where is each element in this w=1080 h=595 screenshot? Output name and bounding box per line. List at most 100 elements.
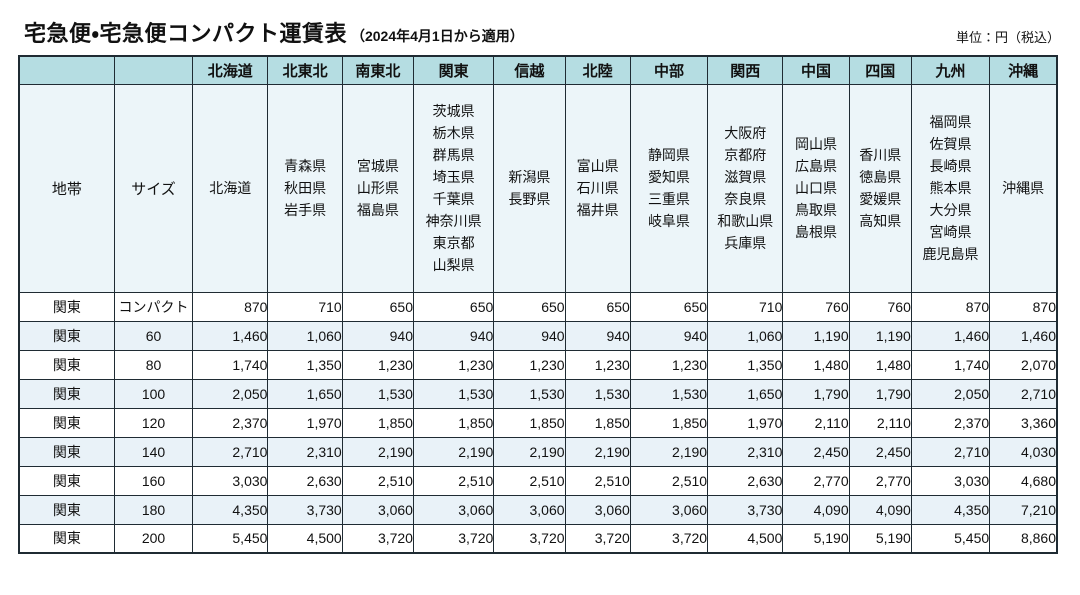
fare-cell: 1,480: [782, 349, 850, 380]
region-header: 沖縄: [989, 55, 1058, 85]
fare-cell: 870: [910, 291, 991, 322]
fare-row: 関東 140 2,710 2,310 2,190 2,190 2,190 2,190 2,190…: [18, 436, 1058, 467]
fare-cell: 1,230: [629, 349, 709, 380]
prefecture-name: 奈良県: [724, 191, 767, 207]
fare-cell: 2,630: [267, 465, 343, 496]
prefecture-list: 宮城県 山形県 福島県: [341, 83, 414, 293]
prefecture-name: 愛知県: [647, 169, 690, 185]
fare-row: 関東 100 2,050 1,650 1,530 1,530 1,530 1,530 1,530…: [18, 378, 1058, 409]
prefecture-name: 京都府: [724, 147, 767, 163]
fare-cell: 4,090: [782, 494, 850, 525]
size-cell: 160: [113, 465, 194, 496]
zone-cell: 関東: [18, 378, 115, 409]
fare-cell: 710: [267, 291, 343, 322]
prefecture-row: 地帯 サイズ 北海道 青森県 秋田県 岩手県 宮城県 山形県 福島県 茨城県 栃木県 群馬県 埼玉県…: [18, 83, 1058, 293]
zone-cell: 関東: [18, 465, 115, 496]
fare-cell: 1,530: [412, 378, 495, 409]
region-header: 関西: [707, 55, 784, 85]
region-header: 信越: [493, 55, 566, 85]
fare-cell: 2,310: [267, 436, 343, 467]
prefecture-name: 岡山県: [795, 136, 837, 152]
fare-cell: 2,370: [910, 407, 991, 438]
fare-cell: 1,740: [192, 349, 269, 380]
size-cell: コンパクト: [113, 291, 194, 322]
fare-cell: 3,060: [564, 494, 631, 525]
zone-cell: 関東: [18, 436, 115, 467]
prefecture-name: 北海道: [209, 180, 252, 196]
zone-cell: 関東: [18, 407, 115, 438]
size-cell: 60: [113, 320, 194, 351]
fare-cell: 1,350: [267, 349, 343, 380]
fare-cell: 4,350: [910, 494, 991, 525]
fare-cell: 1,480: [848, 349, 912, 380]
fare-cell: 2,450: [782, 436, 850, 467]
fare-cell: 1,650: [707, 378, 784, 409]
prefecture-name: 大阪府: [724, 125, 767, 141]
fare-cell: 2,190: [341, 436, 414, 467]
prefecture-list: 新潟県 長野県: [493, 83, 566, 293]
fare-cell: 1,530: [341, 378, 414, 409]
prefecture-list: 福岡県 佐賀県 長崎県 熊本県 大分県 宮崎県 鹿児島県: [910, 83, 991, 293]
prefecture-name: 宮城県: [356, 158, 399, 174]
fare-cell: 650: [341, 291, 414, 322]
prefecture-name: 鹿児島県: [922, 246, 979, 262]
fare-cell: 2,050: [910, 378, 991, 409]
size-cell: 180: [113, 494, 194, 525]
fare-cell: 2,510: [341, 465, 414, 496]
fare-cell: 2,070: [989, 349, 1058, 380]
prefecture-name: 山形県: [356, 180, 399, 196]
fare-cell: 1,970: [267, 407, 343, 438]
fare-cell: 3,360: [989, 407, 1058, 438]
size-header: サイズ: [113, 83, 194, 293]
prefecture-name: 福島県: [356, 202, 399, 218]
fare-cell: 2,510: [493, 465, 566, 496]
fare-cell: 3,730: [707, 494, 784, 525]
fare-cell: 650: [493, 291, 566, 322]
fare-cell: 5,450: [192, 523, 269, 554]
zone-cell: 関東: [18, 494, 115, 525]
fare-cell: 1,460: [989, 320, 1058, 351]
fare-cell: 4,500: [707, 523, 784, 554]
prefecture-list: 香川県 徳島県 愛媛県 高知県: [848, 83, 912, 293]
title-wrap: 宅急便・宅急便コンパクト運賃表 （2024年4月1日から適用）: [24, 16, 524, 48]
prefecture-name: 静岡県: [647, 147, 690, 163]
prefecture-name: 和歌山県: [717, 213, 774, 229]
prefecture-name: 岐阜県: [647, 213, 690, 229]
fare-table: 北海道 北東北 南東北 関東 信越 北陸 中部 関西 中国 四国 九州 沖縄 地帯 サイズ 北海道 青森…: [18, 55, 1058, 554]
fare-cell: 1,350: [707, 349, 784, 380]
fare-cell: 1,460: [192, 320, 269, 351]
fare-cell: 2,190: [412, 436, 495, 467]
fare-cell: 1,190: [782, 320, 850, 351]
prefecture-name: 千葉県: [432, 191, 475, 207]
fare-cell: 7,210: [989, 494, 1058, 525]
prefecture-name: 栃木県: [432, 125, 475, 141]
prefecture-list: 青森県 秋田県 岩手県: [267, 83, 343, 293]
fare-cell: 3,730: [267, 494, 343, 525]
unit-label: 単位：円（税込）: [955, 30, 1060, 45]
fare-row: 関東 160 3,030 2,630 2,510 2,510 2,510 2,510 2,510…: [18, 465, 1058, 496]
region-header: 四国: [848, 55, 912, 85]
region-header: 北海道: [192, 55, 269, 85]
fare-cell: 870: [192, 291, 269, 322]
zone-cell: 関東: [18, 291, 115, 322]
fare-cell: 2,050: [192, 378, 269, 409]
region-header: 中部: [629, 55, 709, 85]
fare-cell: 1,530: [564, 378, 631, 409]
fare-cell: 8,860: [989, 523, 1058, 554]
fare-cell: 5,190: [848, 523, 912, 554]
size-cell: 200: [113, 523, 194, 554]
prefecture-name: 香川県: [859, 147, 902, 163]
fare-cell: 1,230: [493, 349, 566, 380]
fare-cell: 1,650: [267, 378, 343, 409]
fare-cell: 760: [848, 291, 912, 322]
fare-cell: 1,530: [493, 378, 566, 409]
prefecture-name: 山梨県: [432, 257, 475, 273]
prefecture-name: 東京都: [432, 235, 475, 251]
fare-cell: 940: [412, 320, 495, 351]
fare-cell: 3,720: [564, 523, 631, 554]
fare-cell: 940: [341, 320, 414, 351]
region-header: 北東北: [267, 55, 343, 85]
fare-cell: 2,110: [782, 407, 850, 438]
prefecture-name: 岩手県: [284, 202, 327, 218]
fare-cell: 1,060: [267, 320, 343, 351]
